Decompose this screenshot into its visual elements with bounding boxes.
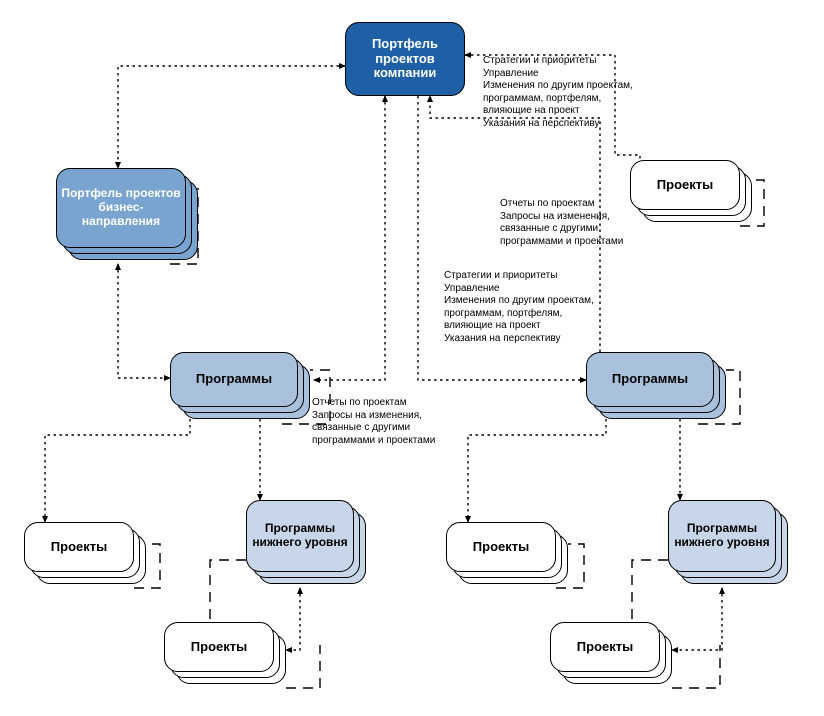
annotation-line: Изменения по другим проектам, [444,295,594,308]
annotation-a2: Отчеты по проектамЗапросы на изменения,с… [500,198,623,248]
node-label: Проекты [51,540,107,555]
node-projects_bmr: Проекты [550,622,676,688]
annotation-line: программам, портфелям, [483,93,633,106]
node-label: Проекты [191,640,247,655]
node-subprog_r: Программы нижнего уровня [668,500,792,588]
edge-e_projbml_projbml [286,645,320,688]
edge-e_subr_projbmr [672,588,722,650]
annotation-line: Управление [444,283,594,296]
annotation-line: Запросы на изменения, [500,211,623,224]
node-dir_portfolio: Портфель проектов бизнес-направления [56,168,202,264]
diagram-canvas: Портфель проектов компании Портфель проек… [0,0,824,716]
annotation-line: Изменения по другим проектам, [483,80,633,93]
node-label: Портфель проектов компании [350,37,460,82]
edge-e_dir_progl [118,264,170,378]
annotation-line: программам, портфелям, [444,308,594,321]
node-label: Проекты [577,640,633,655]
node-root: Портфель проектов компании [345,22,465,96]
annotation-line: Указания на перспективу [483,118,633,131]
annotation-line: связанные с другими [500,223,623,236]
annotation-line: программами и проектами [312,435,435,448]
annotation-line: Стратегии и приоритеты [444,270,594,283]
annotation-line: влияющие на проект [483,105,633,118]
node-label: Проекты [657,178,713,193]
annotation-line: Указания на перспективу [444,333,594,346]
node-label: Портфель проектов бизнес-направления [61,187,181,228]
node-projects_top: Проекты [630,160,756,226]
annotation-line: программами и проектами [500,236,623,249]
node-label: Программы [196,372,272,387]
node-projects_br: Проекты [446,522,572,588]
edge-e_root_progl [314,96,385,380]
node-label: Программы нижнего уровня [251,522,349,550]
annotation-a3: Стратегии и приоритетыУправлениеИзменени… [444,270,594,345]
edge-e_progl_projbl [45,407,190,522]
node-label: Проекты [473,540,529,555]
edge-e_projbmr_projbmr [672,645,720,688]
edge-e_progr_projbr [468,407,606,522]
node-label: Программы нижнего уровня [673,522,771,550]
node-projects_bml: Проекты [164,622,290,688]
node-programs_l: Программы [170,352,314,423]
annotation-a1: Стратегии и приоритетыУправлениеИзменени… [483,55,633,130]
node-label: Программы [612,372,688,387]
node-programs_r: Программы [586,352,730,423]
node-subprog_l: Программы нижнего уровня [246,500,370,588]
node-projects_bl: Проекты [24,522,150,588]
annotation-line: Стратегии и приоритеты [483,55,633,68]
annotation-line: Отчеты по проектам [312,397,435,410]
annotation-line: влияющие на проект [444,320,594,333]
annotation-a4: Отчеты по проектамЗапросы на изменения,с… [312,397,435,447]
annotation-line: Запросы на изменения, [312,410,435,423]
annotation-line: связанные с другими [312,422,435,435]
edge-e_root_dir [118,66,345,168]
annotation-line: Управление [483,68,633,81]
annotation-line: Отчеты по проектам [500,198,623,211]
